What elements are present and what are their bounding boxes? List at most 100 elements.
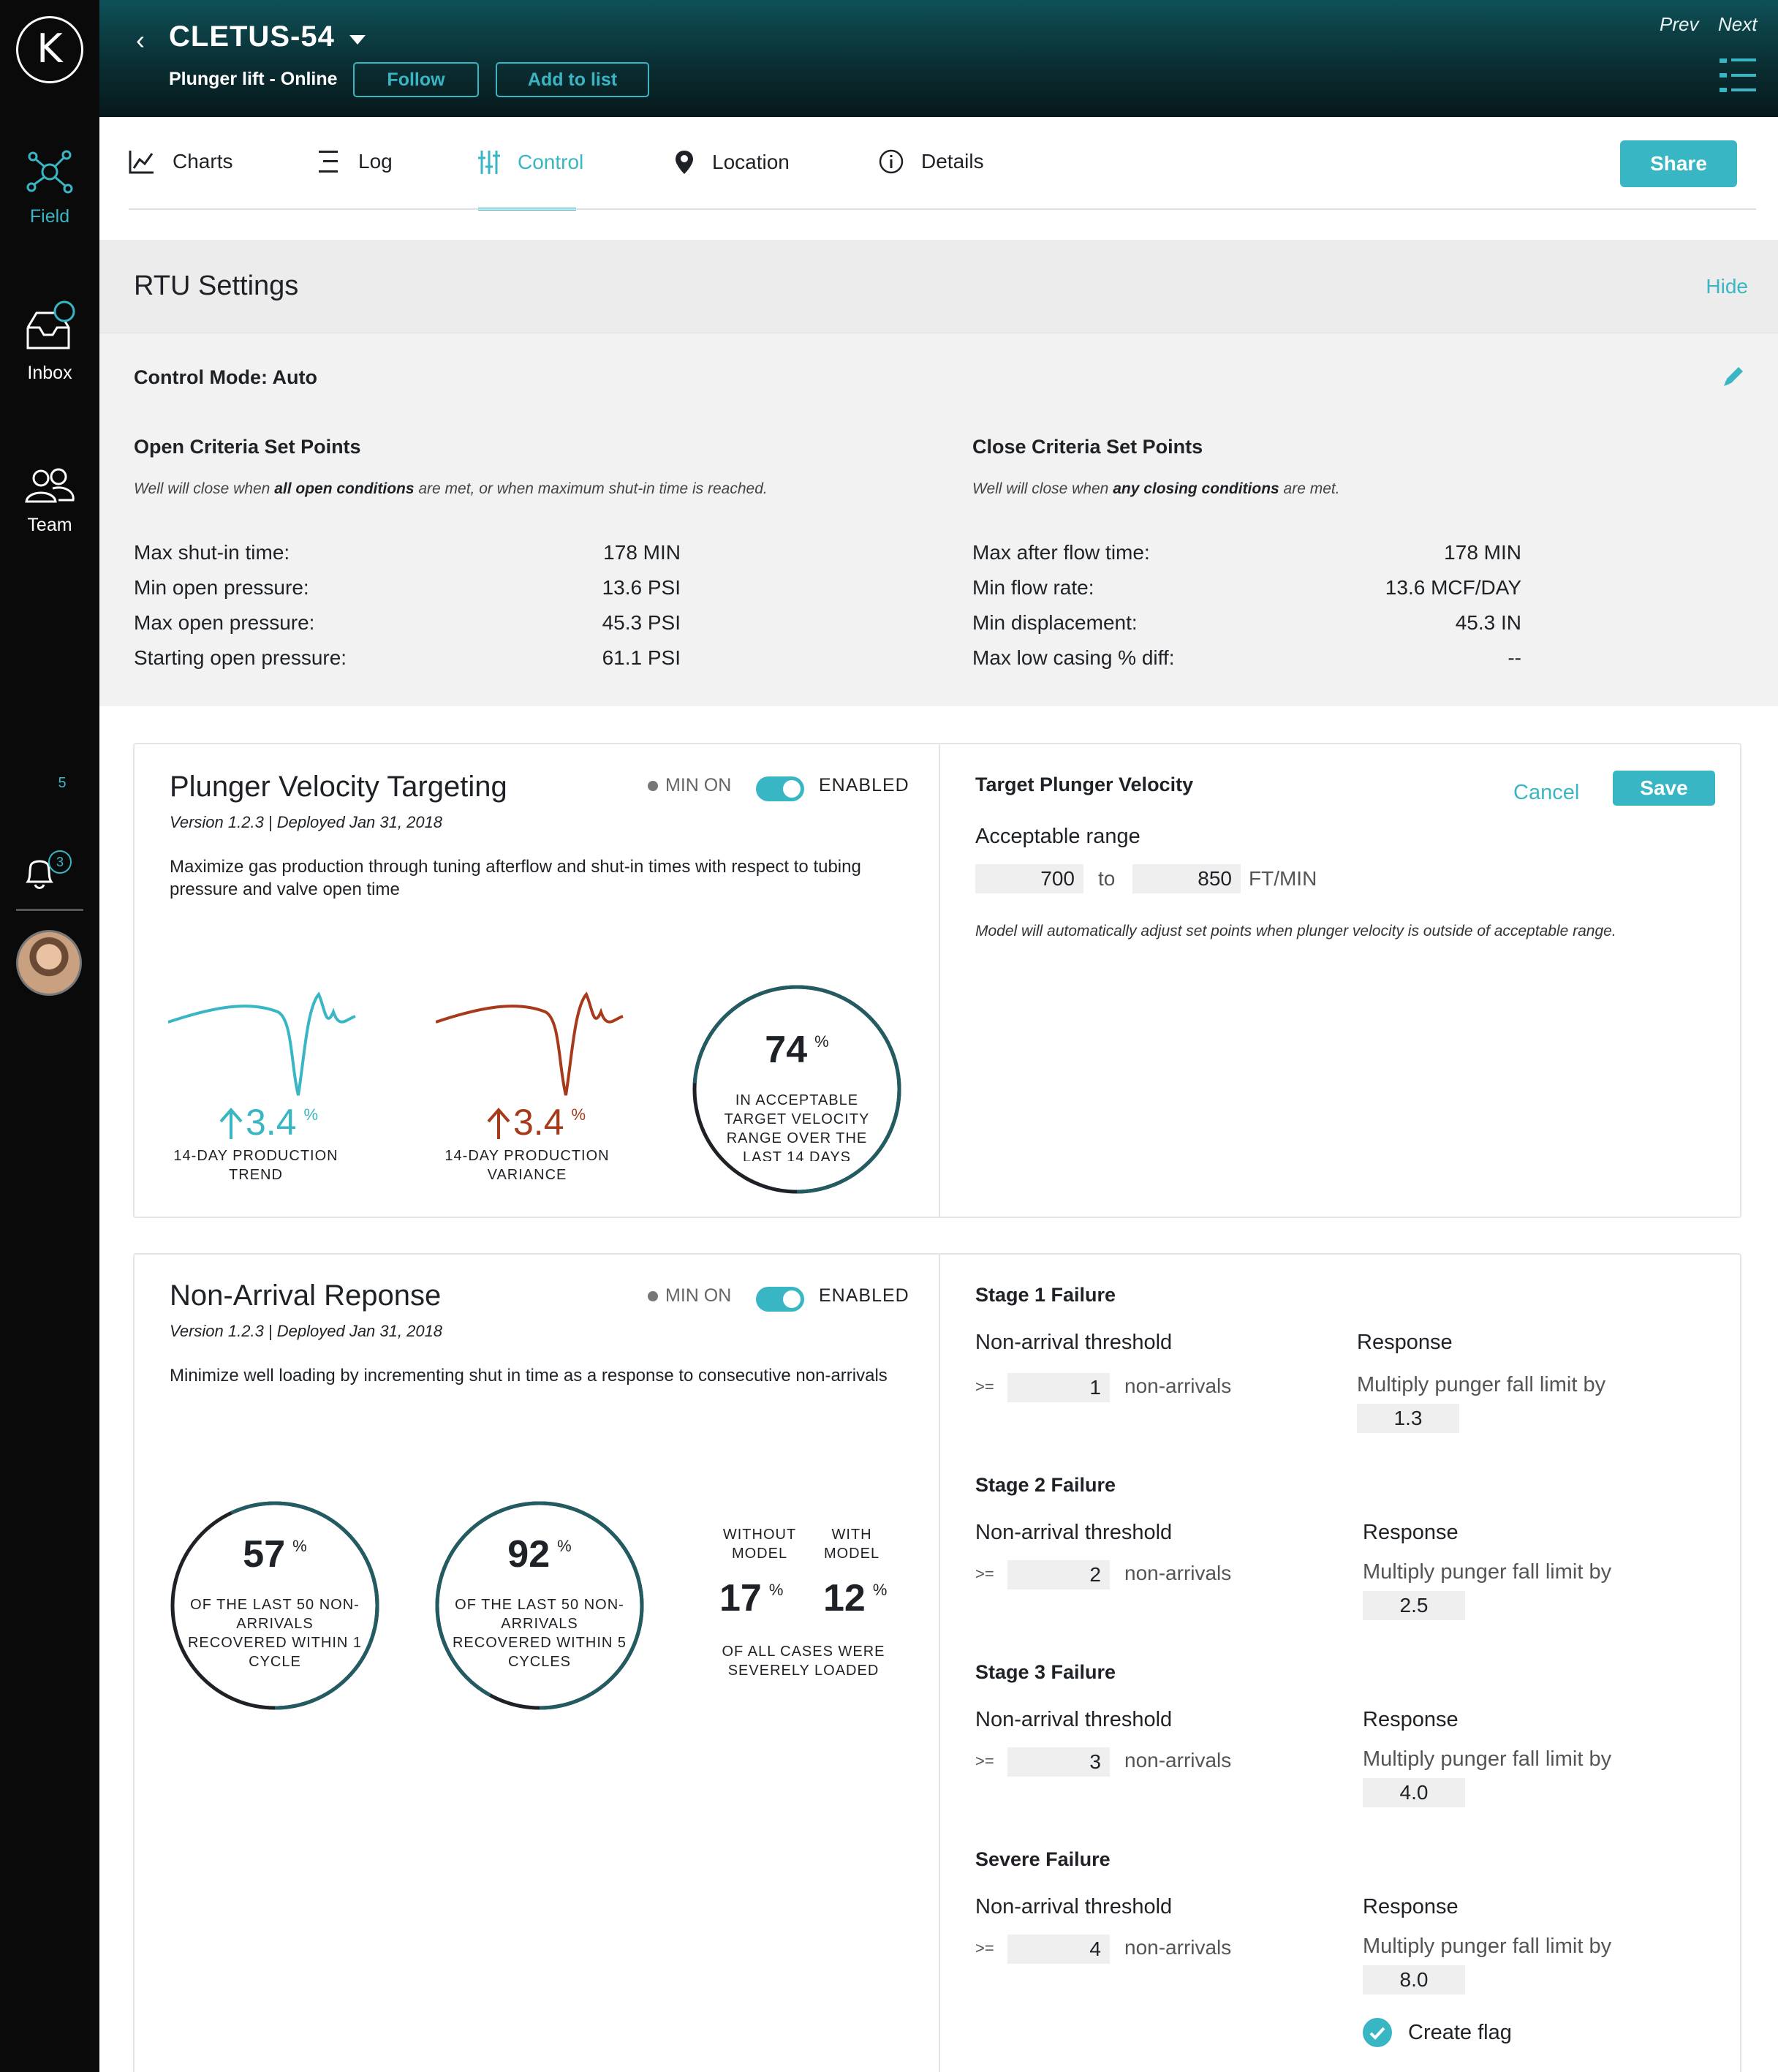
close-row-value: -- xyxy=(1507,646,1521,669)
variance-value: 3.4% xyxy=(513,1101,586,1143)
open-row-label: Min open pressure: xyxy=(134,576,309,599)
gauge-value: 92% xyxy=(433,1532,646,1576)
notifications-button[interactable]: 3 xyxy=(22,848,77,892)
open-row-label: Starting open pressure: xyxy=(134,646,347,669)
threshold-unit: non-arrivals xyxy=(1124,1749,1232,1772)
response-label: Response xyxy=(1363,1521,1459,1544)
open-desc-part1: Well will close when xyxy=(134,480,275,497)
team-icon xyxy=(25,468,75,503)
multiplier-input[interactable]: 8.0 xyxy=(1363,1965,1465,1995)
prev-link[interactable]: Prev xyxy=(1660,13,1699,35)
tab-location[interactable]: Location xyxy=(674,149,790,175)
sidebar-count: 5 xyxy=(58,775,67,791)
add-to-list-button[interactable]: Add to list xyxy=(496,62,649,97)
response-label: Response xyxy=(1363,1895,1459,1918)
threshold-label: Non-arrival threshold xyxy=(975,1708,1173,1731)
notification-badge: 3 xyxy=(48,850,72,874)
multiplier-input[interactable]: 2.5 xyxy=(1363,1591,1465,1620)
gte-symbol: >= xyxy=(975,1565,994,1583)
open-row-value: 61.1 PSI xyxy=(602,646,681,669)
nar-title: Non-Arrival Reponse xyxy=(170,1279,442,1312)
close-row-label: Min flow rate: xyxy=(972,576,1094,599)
tab-control-label: Control xyxy=(518,151,584,173)
nar-description: Minimize well loading by incrementing sh… xyxy=(170,1366,888,1385)
tab-charts[interactable]: Charts xyxy=(129,149,232,174)
cancel-link[interactable]: Cancel xyxy=(1513,781,1580,804)
response-text: Multiply punger fall limit by xyxy=(1363,1747,1612,1771)
pvt-enabled-toggle[interactable] xyxy=(756,776,804,801)
open-criteria-desc: Well will close when all open conditions… xyxy=(134,478,777,500)
tab-details[interactable]: Details xyxy=(879,149,984,174)
tab-control[interactable]: Control xyxy=(478,149,583,175)
toggle-knob xyxy=(783,1290,801,1308)
response-label: Response xyxy=(1363,1708,1459,1731)
status-dot-icon xyxy=(648,1290,658,1301)
velocity-range-gauge: 74% IN ACCEPTABLE TARGET VELOCITY RANGE … xyxy=(690,983,904,1196)
chevron-down-icon[interactable] xyxy=(349,35,366,45)
bell-icon xyxy=(26,860,53,889)
response-text: Multiply punger fall limit by xyxy=(1363,1560,1612,1584)
log-list-icon xyxy=(319,151,338,173)
gauge-value-number: 57 xyxy=(243,1533,286,1576)
gte-symbol: >= xyxy=(975,1377,994,1396)
toggle-knob xyxy=(783,780,801,798)
nar-enabled-toggle[interactable] xyxy=(756,1287,804,1312)
threshold-input[interactable]: 2 xyxy=(1007,1560,1110,1589)
create-flag-label: Create flag xyxy=(1408,2021,1512,2044)
field-network-icon xyxy=(26,150,73,194)
tab-location-label: Location xyxy=(712,151,790,173)
range-low-input[interactable]: 700 xyxy=(975,864,1083,893)
close-row-value: 45.3 IN xyxy=(1455,611,1521,634)
trend-value: 3.4% xyxy=(246,1101,318,1143)
rtu-settings-panel: RTU Settings Hide Control Mode: Auto Ope… xyxy=(99,240,1778,706)
gauge-percent: % xyxy=(292,1537,307,1555)
arrow-up-icon xyxy=(219,1107,243,1139)
gauge-percent: % xyxy=(557,1537,572,1555)
tab-log[interactable]: Log xyxy=(316,149,393,174)
range-high-input[interactable]: 850 xyxy=(1132,864,1241,893)
stage-title: Severe Failure xyxy=(975,1848,1111,1870)
back-chevron-icon[interactable]: ‹ xyxy=(136,25,145,55)
non-arrival-card: Non-Arrival Reponse Version 1.2.3 | Depl… xyxy=(133,1253,1741,2072)
pvt-description: Maximize gas production through tuning a… xyxy=(170,857,861,899)
threshold-input[interactable]: 4 xyxy=(1007,1935,1110,1964)
list-view-icon[interactable] xyxy=(1720,58,1756,92)
sidebar-item-inbox[interactable]: Inbox xyxy=(0,298,99,384)
save-button[interactable]: Save xyxy=(1613,771,1715,806)
threshold-input[interactable]: 3 xyxy=(1007,1747,1110,1777)
open-row-label: Max open pressure: xyxy=(134,611,315,634)
check-icon xyxy=(1369,2027,1385,2040)
without-model-label: WITHOUT MODEL xyxy=(722,1527,797,1562)
user-avatar[interactable] xyxy=(16,930,82,996)
sidebar-item-field[interactable]: Field xyxy=(0,146,99,227)
threshold-input[interactable]: 1 xyxy=(1007,1373,1110,1402)
rtu-settings-title: RTU Settings xyxy=(134,271,299,301)
sidebar-divider xyxy=(16,909,83,911)
inbox-icon xyxy=(26,300,75,349)
hide-link[interactable]: Hide xyxy=(1706,275,1748,298)
close-row-label: Max after flow time: xyxy=(972,541,1150,564)
production-trend-sparkline xyxy=(168,991,356,1096)
response-label: Response xyxy=(1357,1331,1453,1354)
edit-pencil-icon[interactable] xyxy=(1721,363,1747,389)
close-criteria-desc: Well will close when any closing conditi… xyxy=(972,478,1630,500)
info-icon xyxy=(879,149,904,174)
next-link[interactable]: Next xyxy=(1718,13,1758,35)
create-flag-checkbox[interactable] xyxy=(1363,2018,1392,2047)
share-button[interactable]: Share xyxy=(1620,140,1737,187)
open-row-label: Max shut-in time: xyxy=(134,541,290,564)
app-logo[interactable]: K xyxy=(16,16,83,83)
gauge-label: OF THE LAST 50 NON-ARRIVALS RECOVERED WI… xyxy=(187,1597,363,1670)
close-desc-part2: are met. xyxy=(1279,480,1340,497)
multiplier-input[interactable]: 4.0 xyxy=(1363,1778,1465,1807)
follow-button[interactable]: Follow xyxy=(353,62,479,97)
stage-title: Stage 2 Failure xyxy=(975,1474,1116,1496)
gauge-arc xyxy=(435,1501,644,1710)
multiplier-input[interactable]: 1.3 xyxy=(1357,1404,1459,1433)
well-title[interactable]: CLETUS-54 xyxy=(169,20,335,53)
variance-value-number: 3.4 xyxy=(513,1102,564,1143)
min-on-label: MIN ON xyxy=(665,1285,732,1306)
sidebar-item-team[interactable]: Team xyxy=(0,465,99,536)
gauge-value-number: 74 xyxy=(765,1029,808,1071)
pvt-version: Version 1.2.3 | Deployed Jan 31, 2018 xyxy=(170,813,443,831)
